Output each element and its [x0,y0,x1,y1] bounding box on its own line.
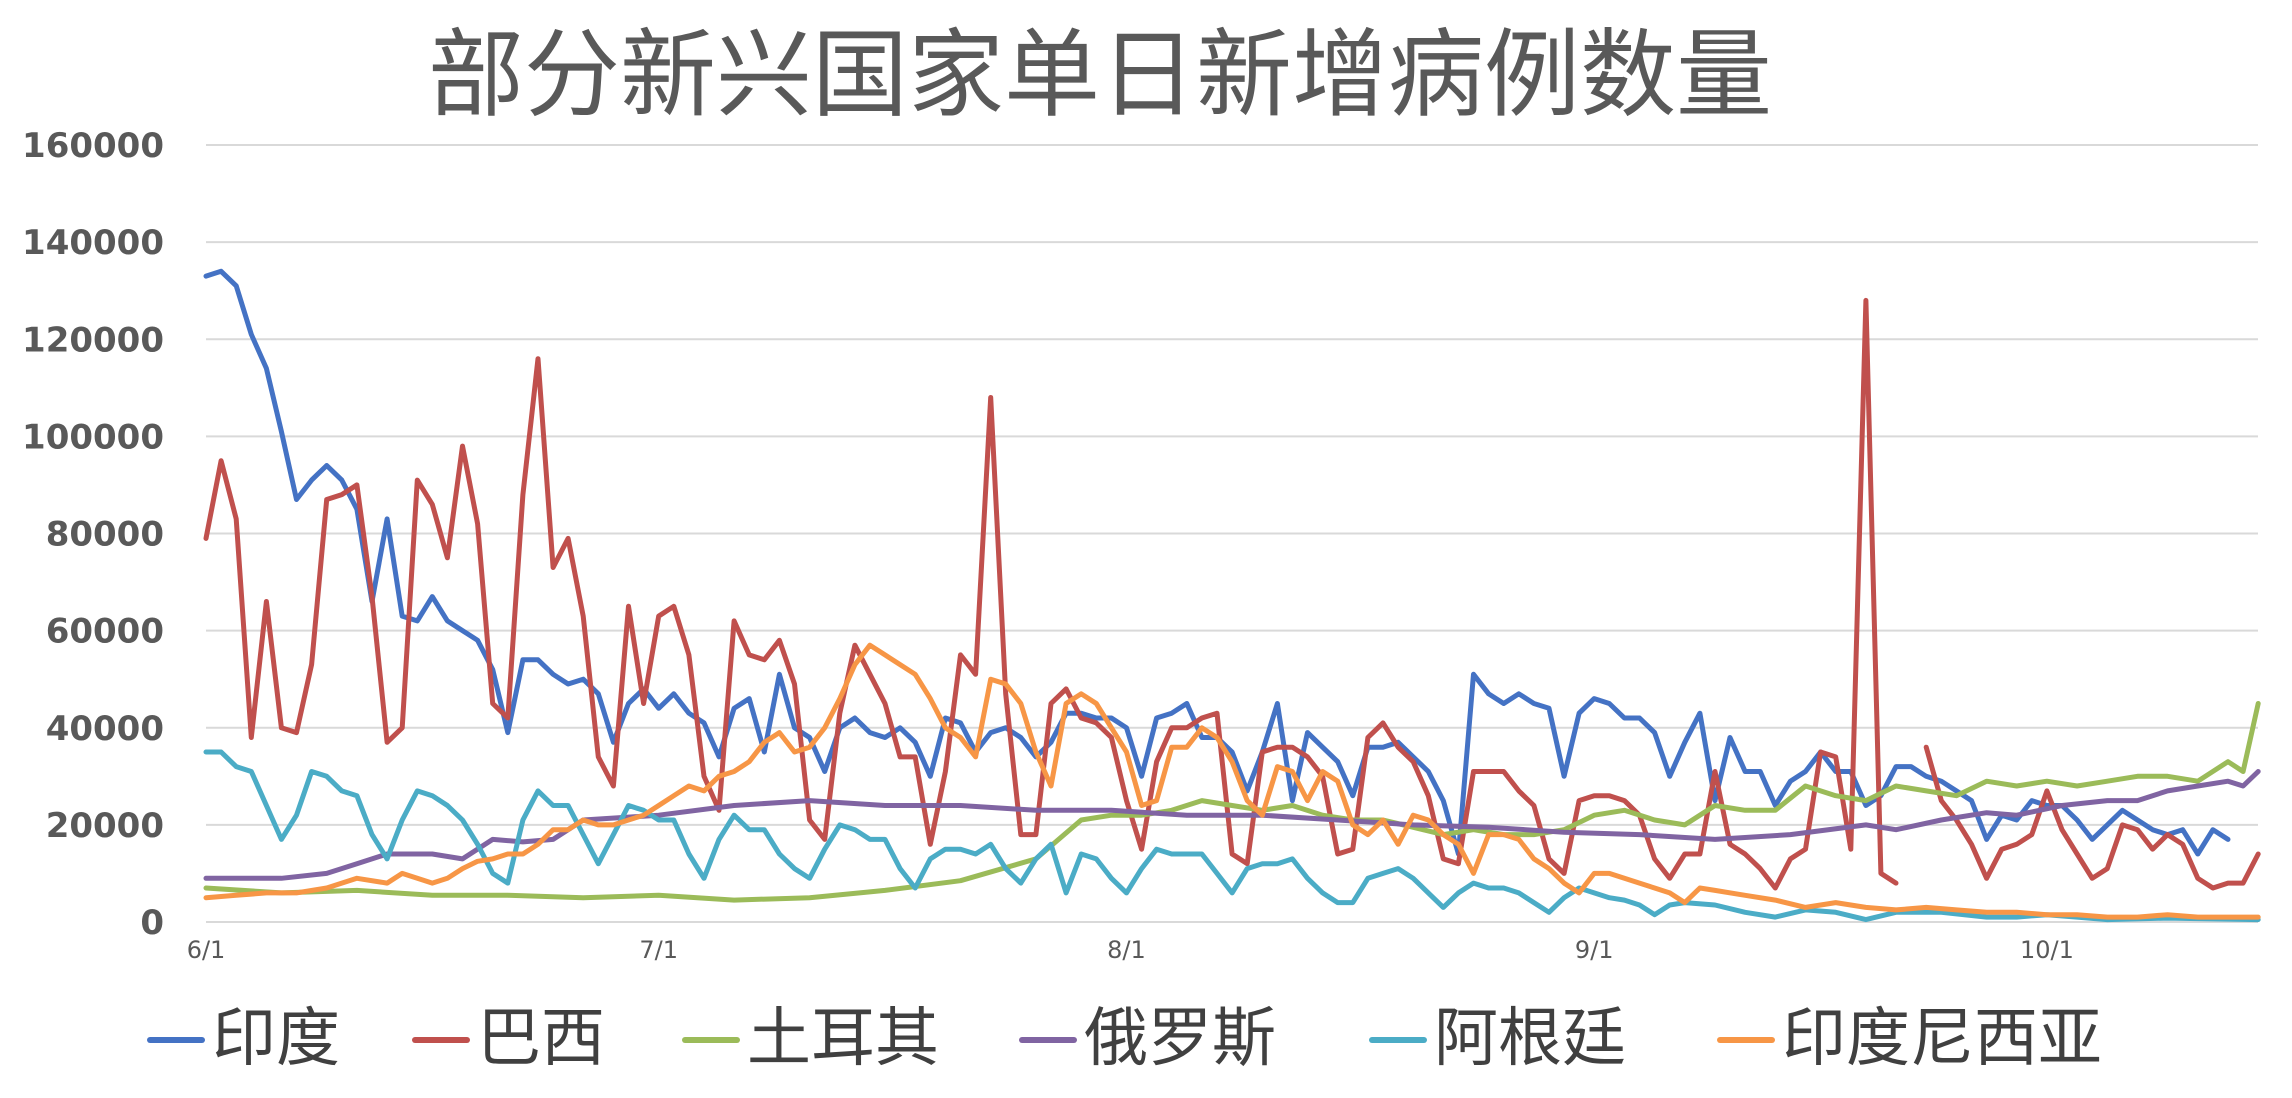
series-line-巴西 [203,297,1899,891]
legend-label: 印度 [212,1002,340,1076]
gridlines [206,144,2258,923]
series-line-印度 [203,268,2231,857]
series-line-阿根廷 [203,749,2261,923]
legend-label: 土耳其 [747,1002,939,1076]
x-tick-label: 9/1 [1575,936,1614,964]
legend: 印度 巴西 土耳其 俄罗斯 阿根廷 印度尼西亚 [147,1002,2102,1076]
y-tick-label: 140000 [22,223,164,263]
y-tick-label: 160000 [22,126,164,166]
legend-label: 俄罗斯 [1084,1002,1276,1076]
x-tick-label: 8/1 [1107,936,1146,964]
chart-title: 部分新兴国家单日新增病例数量 [428,19,1772,131]
series-line-巴西 [1923,744,2261,891]
legend-label: 巴西 [477,1002,605,1076]
y-tick-label: 120000 [22,320,164,360]
x-tick-label: 10/1 [2020,936,2074,964]
y-tick-label: 20000 [46,806,164,846]
x-axis-tick-labels: 6/1 7/1 8/1 9/1 10/1 [187,936,2074,964]
y-tick-label: 100000 [22,417,164,457]
y-tick-label: 80000 [46,515,164,555]
x-tick-label: 7/1 [639,936,678,964]
legend-label: 印度尼西亚 [1782,1002,2102,1076]
y-tick-label: 0 [140,903,164,943]
series-line-土耳其 [203,701,2261,903]
plot-series [203,268,2261,923]
legend-label: 阿根廷 [1434,1002,1626,1076]
y-axis-tick-labels: 0 20000 40000 60000 80000 100000 120000 140000 1… [22,126,164,943]
y-tick-label: 40000 [46,709,164,749]
series-line-印度尼西亚 [203,642,2261,920]
x-tick-label: 6/1 [187,936,226,964]
y-tick-label: 60000 [46,612,164,652]
